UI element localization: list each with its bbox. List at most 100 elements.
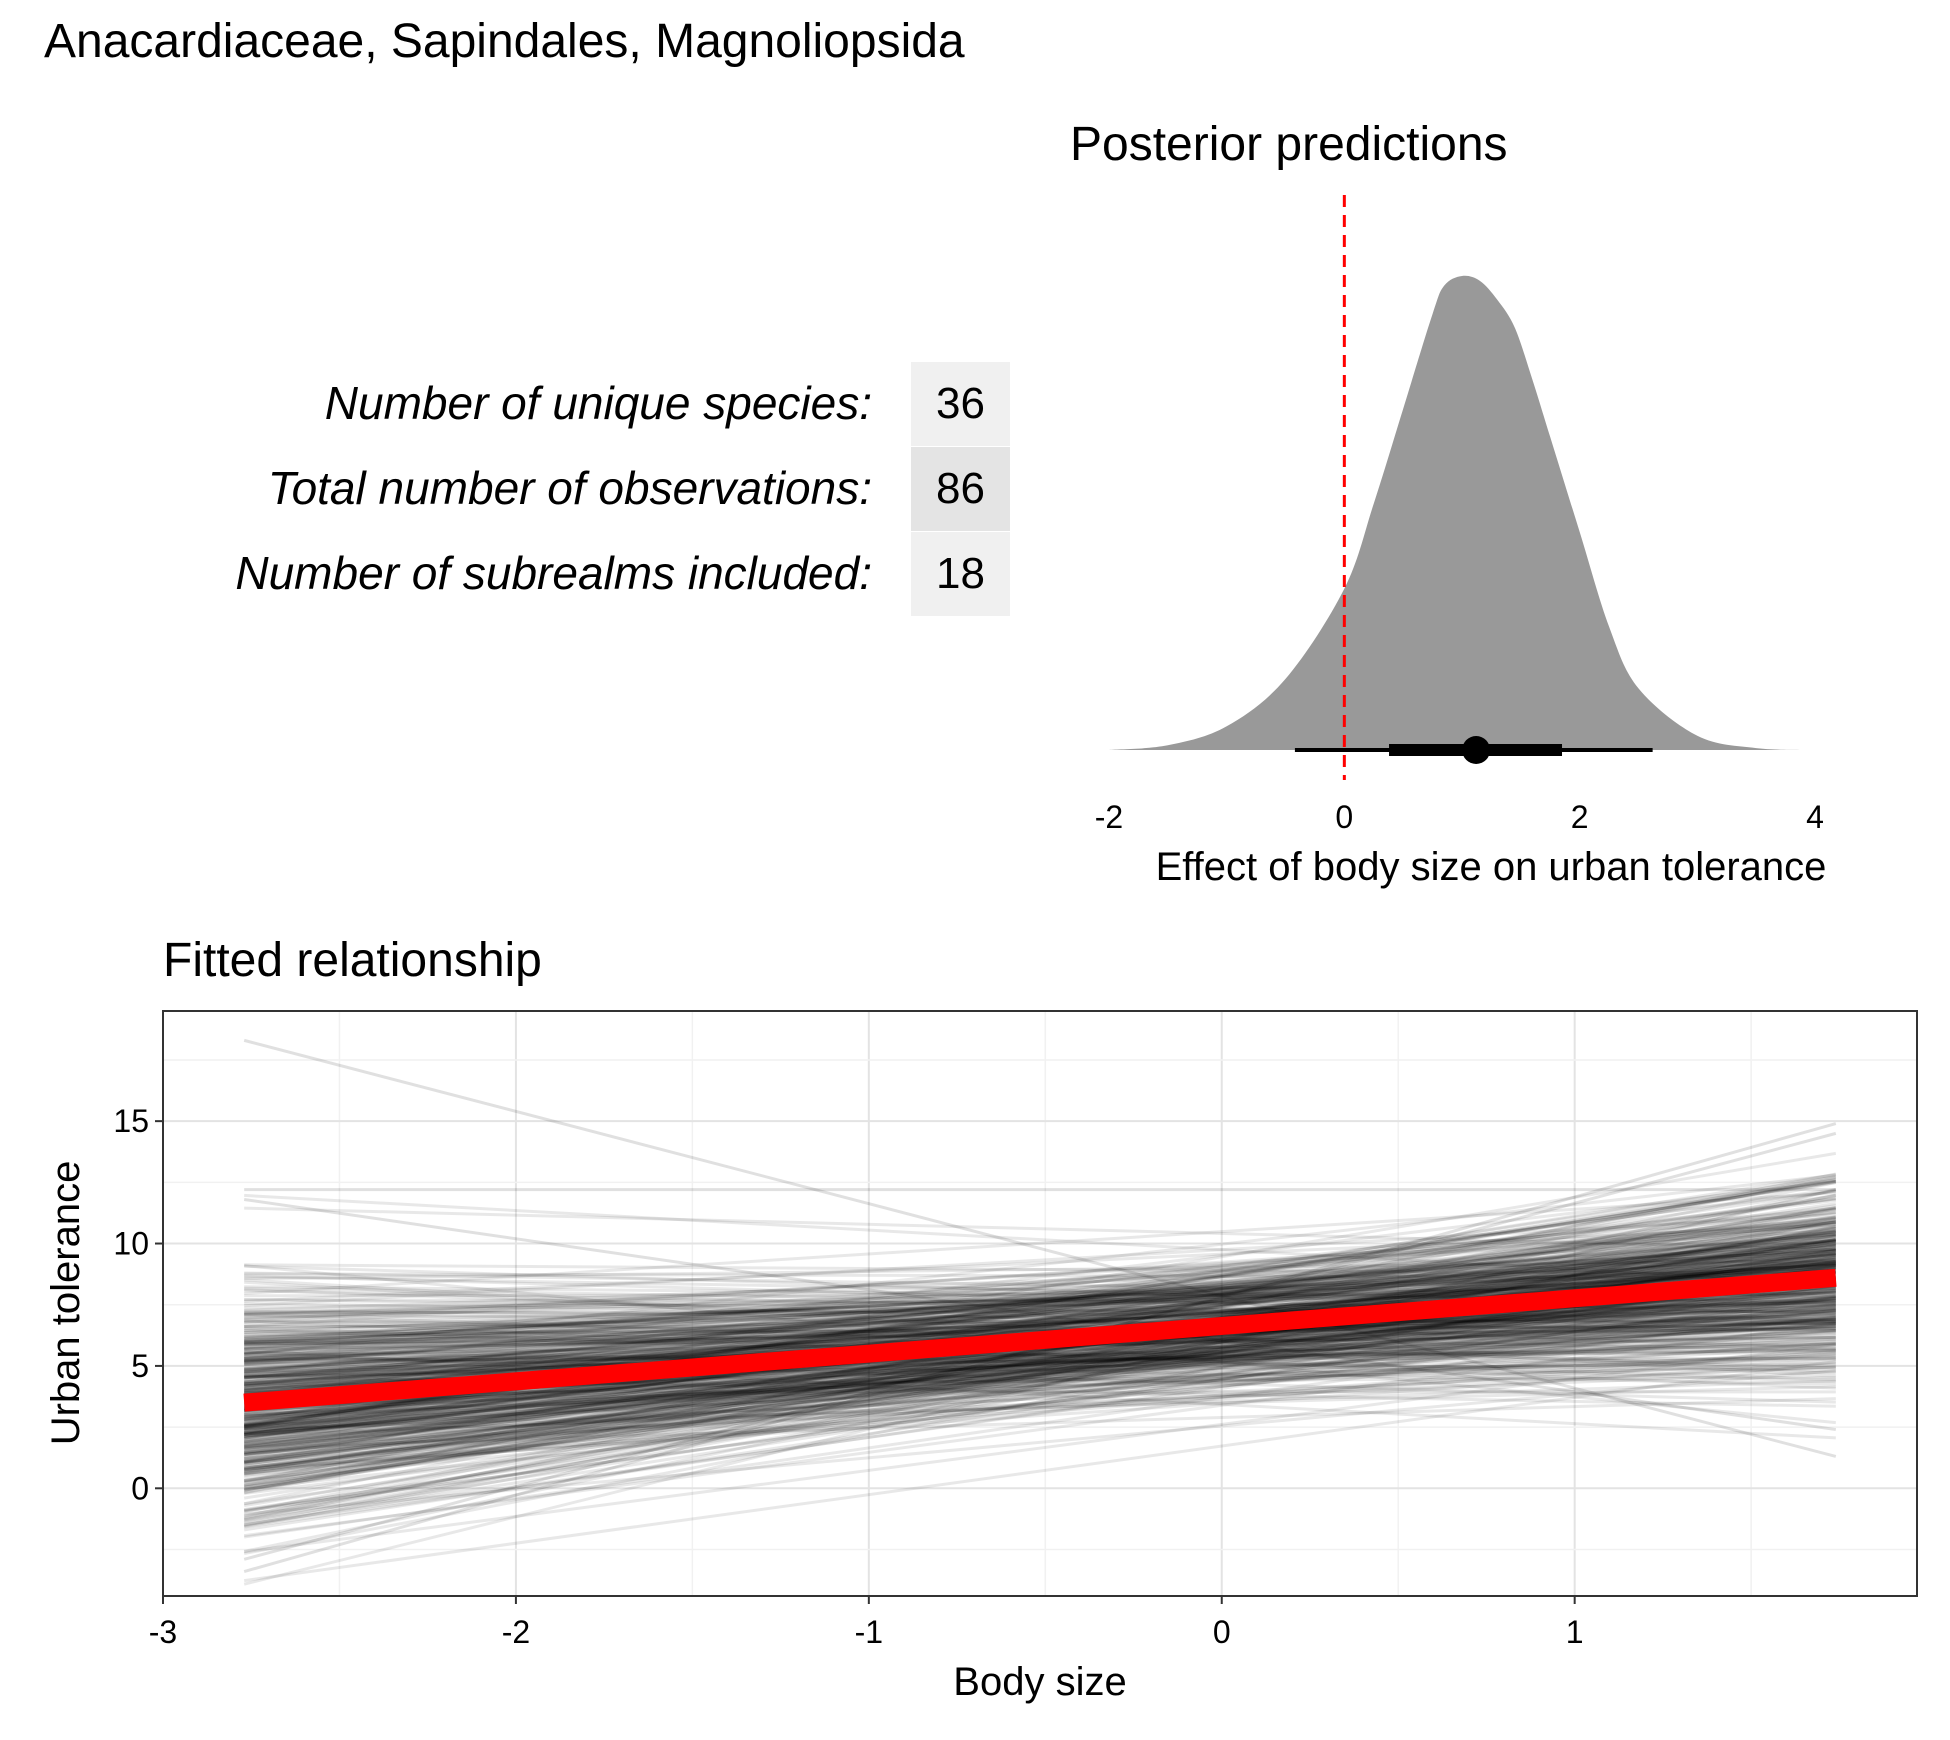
posterior-draw-line xyxy=(244,1261,1836,1389)
posterior-draw-line xyxy=(244,1323,1836,1337)
posterior-draw-line xyxy=(244,1351,1836,1373)
posterior-draw-line xyxy=(244,1358,1836,1454)
posterior-draw-line xyxy=(244,1321,1836,1468)
posterior-draw-line xyxy=(244,1287,1836,1440)
posterior-draw-line xyxy=(244,1241,1836,1378)
posterior-draw-line xyxy=(244,1356,1836,1362)
posterior-draw-line xyxy=(244,1249,1836,1312)
posterior-draw-line xyxy=(243,1178,1837,1464)
posterior-draw-line xyxy=(244,1305,1836,1354)
y-tick-label: 0 xyxy=(131,1470,149,1506)
posterior-draw-line xyxy=(244,1341,1836,1446)
posterior-draw-line xyxy=(243,1198,1837,1397)
posterior-draw-line xyxy=(244,1294,1836,1435)
posterior-draw-line xyxy=(244,1363,1836,1408)
posterior-draw-line xyxy=(244,1225,1836,1400)
median-point xyxy=(1462,736,1491,764)
posterior-draw-line xyxy=(244,1220,1836,1329)
posterior-draw-line xyxy=(244,1352,1836,1473)
posterior-draw-line xyxy=(244,1308,1836,1435)
posterior-draw-line xyxy=(244,1234,1836,1366)
posterior-draw-line xyxy=(244,1252,1836,1360)
posterior-draw-line xyxy=(244,1263,1836,1334)
posterior-draw-line xyxy=(244,1264,1836,1379)
posterior-draw-line xyxy=(244,1315,1836,1427)
posterior-draw-line xyxy=(244,1279,1836,1460)
posterior-draw-line xyxy=(244,1238,1836,1390)
posterior-draw-line xyxy=(243,1230,1837,1491)
posterior-draw-line xyxy=(244,1364,1836,1448)
plot-panel-border xyxy=(162,1010,1918,1597)
posterior-draw-line xyxy=(244,1232,1836,1367)
posterior-draw-line xyxy=(244,1232,1836,1394)
posterior-draw-line xyxy=(243,1227,1837,1473)
posterior-draw-line xyxy=(244,1292,1836,1433)
posterior-draw-line xyxy=(243,1207,1837,1522)
posterior-draw-line xyxy=(244,1349,1836,1440)
posterior-draw-line xyxy=(244,1311,1836,1418)
posterior-draw-line xyxy=(244,1263,1836,1276)
posterior-draw-line xyxy=(244,1321,1836,1435)
posterior-draw-line xyxy=(243,1251,1837,1450)
posterior-draw-line xyxy=(244,1210,1836,1363)
posterior-draw-line xyxy=(244,1253,1836,1352)
posterior-draw-line xyxy=(244,1222,1836,1349)
posterior-draw-line xyxy=(244,1255,1836,1340)
posterior-draw-line xyxy=(243,1238,1837,1508)
posterior-draw-line xyxy=(244,1263,1836,1341)
posterior-draw-line xyxy=(244,1280,1836,1319)
posterior-draw-line xyxy=(243,1215,1837,1440)
posterior-draw-line xyxy=(244,1324,1836,1416)
posterior-draw-line xyxy=(244,1258,1836,1356)
posterior-draw-line xyxy=(243,1188,1837,1399)
posterior-draw-line xyxy=(244,1246,1836,1373)
posterior-draw-line xyxy=(243,1277,1837,1527)
posterior-draw-line xyxy=(244,1270,1836,1340)
posterior-draw-line xyxy=(243,1286,1837,1480)
posterior-draw-line xyxy=(244,1311,1836,1417)
posterior-draw-line xyxy=(244,1351,1836,1362)
posterior-draw-line xyxy=(244,1341,1836,1456)
posterior-draw-line xyxy=(244,1208,1836,1356)
stats-value: 86 xyxy=(911,447,1010,531)
posterior-draw-line xyxy=(244,1308,1836,1447)
chart-title: Posterior predictions xyxy=(1070,118,1508,171)
posterior-draw-line xyxy=(244,1318,1836,1328)
posterior-draw-line xyxy=(243,1237,1837,1484)
posterior-draw-line xyxy=(244,1248,1836,1362)
posterior-draw-line xyxy=(244,1319,1836,1390)
posterior-draw-line xyxy=(244,1217,1836,1384)
posterior-draw-line xyxy=(244,1260,1836,1317)
posterior-draw-line xyxy=(244,1173,1836,1356)
posterior-draw-line xyxy=(244,1351,1836,1428)
posterior-draw-line xyxy=(244,1300,1836,1349)
posterior-draw-line xyxy=(244,1353,1836,1412)
posterior-draw-line xyxy=(243,1188,1837,1518)
posterior-draw-line xyxy=(244,1345,1836,1442)
posterior-draw-line xyxy=(244,1252,1836,1378)
posterior-draw-line xyxy=(244,1319,1836,1410)
posterior-draw-line xyxy=(243,1204,1837,1437)
posterior-draw-line xyxy=(244,1349,1836,1361)
posterior-draw-line xyxy=(243,1296,1837,1529)
posterior-draw-line xyxy=(244,1296,1836,1437)
posterior-draw-line xyxy=(244,1303,1836,1438)
posterior-draw-line xyxy=(244,1278,1836,1375)
posterior-draw-line xyxy=(244,1304,1836,1445)
posterior-draw-line xyxy=(244,1328,1836,1477)
posterior-draw-line xyxy=(244,1296,1836,1455)
posterior-draw-line xyxy=(244,1206,1836,1251)
posterior-draw-line xyxy=(244,1272,1836,1280)
density-area xyxy=(1109,275,1815,750)
posterior-draw-line xyxy=(244,1318,1836,1343)
posterior-draw-line xyxy=(243,1270,1837,1523)
posterior-draw-line xyxy=(244,1316,1836,1464)
posterior-draw-line xyxy=(243,1279,1837,1470)
posterior-draw-line xyxy=(244,1268,1836,1372)
posterior-draw-line xyxy=(244,1370,1836,1438)
x-tick-label: -2 xyxy=(502,1614,530,1650)
posterior-draw-line xyxy=(244,1354,1836,1416)
y-tick-label: 5 xyxy=(131,1348,149,1384)
posterior-draw-line xyxy=(244,1232,1836,1376)
